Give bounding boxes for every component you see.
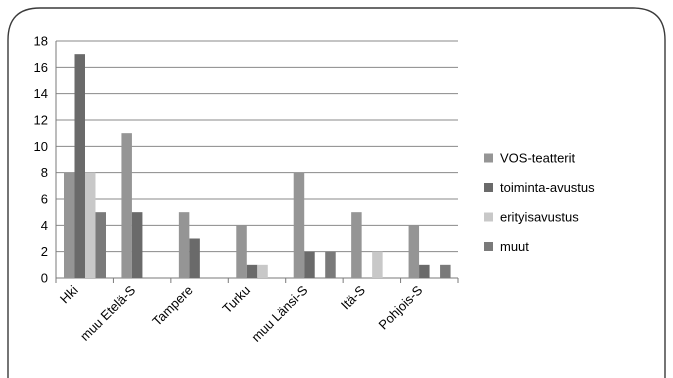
x-tick-label: Hki	[57, 282, 81, 306]
y-tick-label: 18	[34, 34, 48, 49]
bar-toiminta-avustus	[419, 264, 430, 278]
chart-border	[7, 7, 666, 378]
bar-muut	[325, 251, 336, 278]
legend-swatch	[484, 212, 493, 222]
bar-toiminta-avustus	[304, 251, 315, 278]
legend-swatch	[484, 183, 493, 192]
bar-muut	[95, 212, 106, 278]
bar-toiminta-avustus	[246, 264, 258, 278]
y-tick-label: 6	[41, 192, 48, 207]
bar-toiminta-avustus	[74, 54, 85, 278]
bar-vos-teatterit	[236, 225, 247, 278]
y-tick-label: 2	[41, 244, 48, 259]
legend-swatch	[484, 153, 493, 163]
legend-label: erityisavustus	[500, 210, 579, 225]
bar-erityisavustus	[372, 251, 383, 278]
bar-vos-teatterit	[293, 172, 305, 278]
bar-toiminta-avustus	[189, 238, 200, 278]
y-axis-ticks: 0 2 4 6 8 10 12 14 16 18	[34, 34, 48, 286]
x-tick-label: Pohjois-S	[375, 282, 425, 332]
gridlines	[55, 40, 459, 283]
y-tick-label: 0	[41, 271, 48, 286]
bar-vos-teatterit	[351, 212, 362, 278]
y-tick-label: 14	[34, 86, 48, 101]
x-tick-label: Itä-S	[338, 282, 368, 312]
x-tick-label: Turku	[219, 283, 253, 317]
y-tick-label: 16	[34, 60, 48, 75]
y-tick-label: 8	[41, 165, 48, 180]
bar-toiminta-avustus	[131, 212, 143, 278]
y-tick-label: 10	[34, 139, 48, 154]
legend: VOS-teatterit toiminta-avustus erityisavus…	[484, 151, 595, 254]
x-tick-label: Tampere	[149, 283, 195, 329]
y-tick-label: 12	[34, 113, 48, 128]
x-tick-label: muu Etelä-S	[77, 282, 138, 343]
bar-vos-teatterit	[121, 133, 132, 278]
bar-vos-teatterit	[408, 225, 420, 278]
legend-label: VOS-teatterit	[500, 151, 576, 166]
bar-erityisavustus	[257, 264, 268, 278]
legend-label: toiminta-avustus	[500, 180, 595, 195]
legend-label: muut	[500, 239, 529, 254]
legend-swatch	[484, 242, 493, 251]
bar-vos-teatterit	[178, 212, 190, 278]
bar-erityisavustus	[85, 172, 96, 278]
plot-area	[64, 54, 451, 278]
bar-vos-teatterit	[64, 172, 75, 278]
x-tick-label: muu Länsi-S	[248, 282, 310, 344]
bar-muut	[440, 264, 451, 278]
y-tick-label: 4	[41, 218, 48, 233]
